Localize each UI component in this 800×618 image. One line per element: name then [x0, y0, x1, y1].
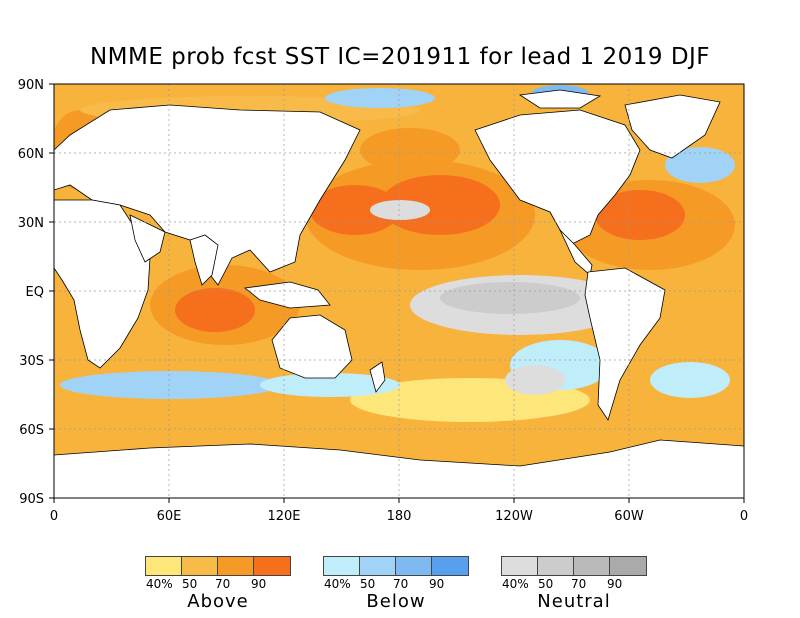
lon-label-120e: 120E: [267, 509, 300, 524]
neutral-50-patch: [440, 282, 580, 314]
legend-below: 40% 50 70 90 Below: [323, 556, 469, 612]
legend-tick: 40%: [502, 577, 529, 591]
lon-label-60w: 60W: [614, 509, 644, 524]
legend-above: 40% 50 70 90 Above: [145, 556, 291, 612]
legend-tick: 90: [429, 577, 445, 591]
legend-below-cell-40: [324, 557, 360, 575]
longitude-labels: 0 60E 120E 180 120W 60W 0: [50, 509, 748, 524]
legend-above-colorbar: [145, 556, 291, 576]
north-america: [474, 109, 641, 246]
neutral-40-patch: [370, 200, 430, 220]
legend-neutral-label: Neutral: [537, 591, 611, 612]
central-america: [559, 229, 593, 276]
australia: [271, 314, 353, 379]
legend-below-cell-70: [396, 557, 432, 575]
legend-above-label: Above: [187, 591, 249, 612]
neutral-40-patch: [505, 365, 565, 395]
latitude-labels: 90N 60N 30N EQ 30S 60S 90S: [18, 78, 44, 507]
legend-neutral: 40% 50 70 90 Neutral: [501, 556, 647, 612]
legend-below-colorbar: [323, 556, 469, 576]
above-90-patch: [310, 185, 400, 235]
arabia: [129, 214, 166, 263]
legend-above-ticks: 40% 50 70 90: [145, 576, 291, 591]
lat-label-30s: 30S: [19, 354, 44, 369]
legend-tick: 40%: [324, 577, 351, 591]
below-40-patch: [260, 373, 400, 397]
legend-below-label: Below: [366, 591, 426, 612]
neutral-regions: [370, 200, 630, 395]
legend-below-ticks: 40% 50 70 90: [323, 576, 469, 591]
legend-neutral-colorbar: [501, 556, 647, 576]
lon-label-120w: 120W: [495, 509, 533, 524]
lon-label-180: 180: [387, 509, 412, 524]
legend-neutral-cell-70: [574, 557, 610, 575]
legend-neutral-cell-40: [502, 557, 538, 575]
legend-neutral-ticks: 40% 50 70 90: [501, 576, 647, 591]
greenland: [624, 94, 721, 159]
below-50-patch: [665, 147, 735, 183]
legend-neutral-cell-90: [610, 557, 646, 575]
lon-label-0-right: 0: [740, 509, 748, 524]
legend-tick: 50: [360, 577, 376, 591]
legend-tick: 70: [571, 577, 587, 591]
above-70-patch: [360, 128, 460, 172]
above-90-patch: [175, 288, 255, 332]
below-50-patch: [325, 88, 435, 108]
legend-tick: 50: [182, 577, 198, 591]
lat-label-60s: 60S: [19, 423, 44, 438]
lat-label-90n: 90N: [18, 78, 44, 93]
legend-above-cell-50: [182, 557, 218, 575]
legend-tick: 50: [538, 577, 554, 591]
legend-above-cell-70: [218, 557, 254, 575]
lat-label-60n: 60N: [18, 147, 44, 162]
arctic-islands: [518, 89, 602, 109]
map-title: NMME prob fcst SST IC=201911 for lead 1 …: [89, 44, 711, 70]
legend-neutral-cell-50: [538, 557, 574, 575]
lon-label-0-left: 0: [50, 509, 58, 524]
new-zealand: [369, 361, 386, 393]
legend-tick: 90: [607, 577, 623, 591]
lat-label-eq: EQ: [26, 285, 44, 300]
above-90-patch: [380, 175, 500, 235]
land-masses: [54, 89, 744, 498]
legend-above-cell-90: [254, 557, 290, 575]
legend-tick: 70: [393, 577, 409, 591]
legend-below-cell-90: [432, 557, 468, 575]
sst-probability-map: 90N 60N 30N EQ 30S 60S 90S 0 60E 120E 18…: [18, 78, 748, 524]
legend-below-cell-50: [360, 557, 396, 575]
indonesia: [244, 281, 331, 309]
lat-label-90s: 90S: [19, 492, 44, 507]
tick-marks: [49, 83, 745, 503]
africa: [54, 199, 151, 369]
legend-tick: 70: [215, 577, 231, 591]
legend-tick: 90: [251, 577, 267, 591]
below-50-patch: [60, 371, 280, 399]
below-40-patch: [650, 362, 730, 398]
above-90-patch: [595, 190, 685, 240]
lat-label-30n: 30N: [18, 216, 44, 231]
legend-tick: 40%: [146, 577, 173, 591]
lon-label-60e: 60E: [157, 509, 182, 524]
south-america: [584, 267, 666, 421]
legend-above-cell-40: [146, 557, 182, 575]
india: [189, 234, 219, 286]
grid-lines: [54, 84, 744, 498]
